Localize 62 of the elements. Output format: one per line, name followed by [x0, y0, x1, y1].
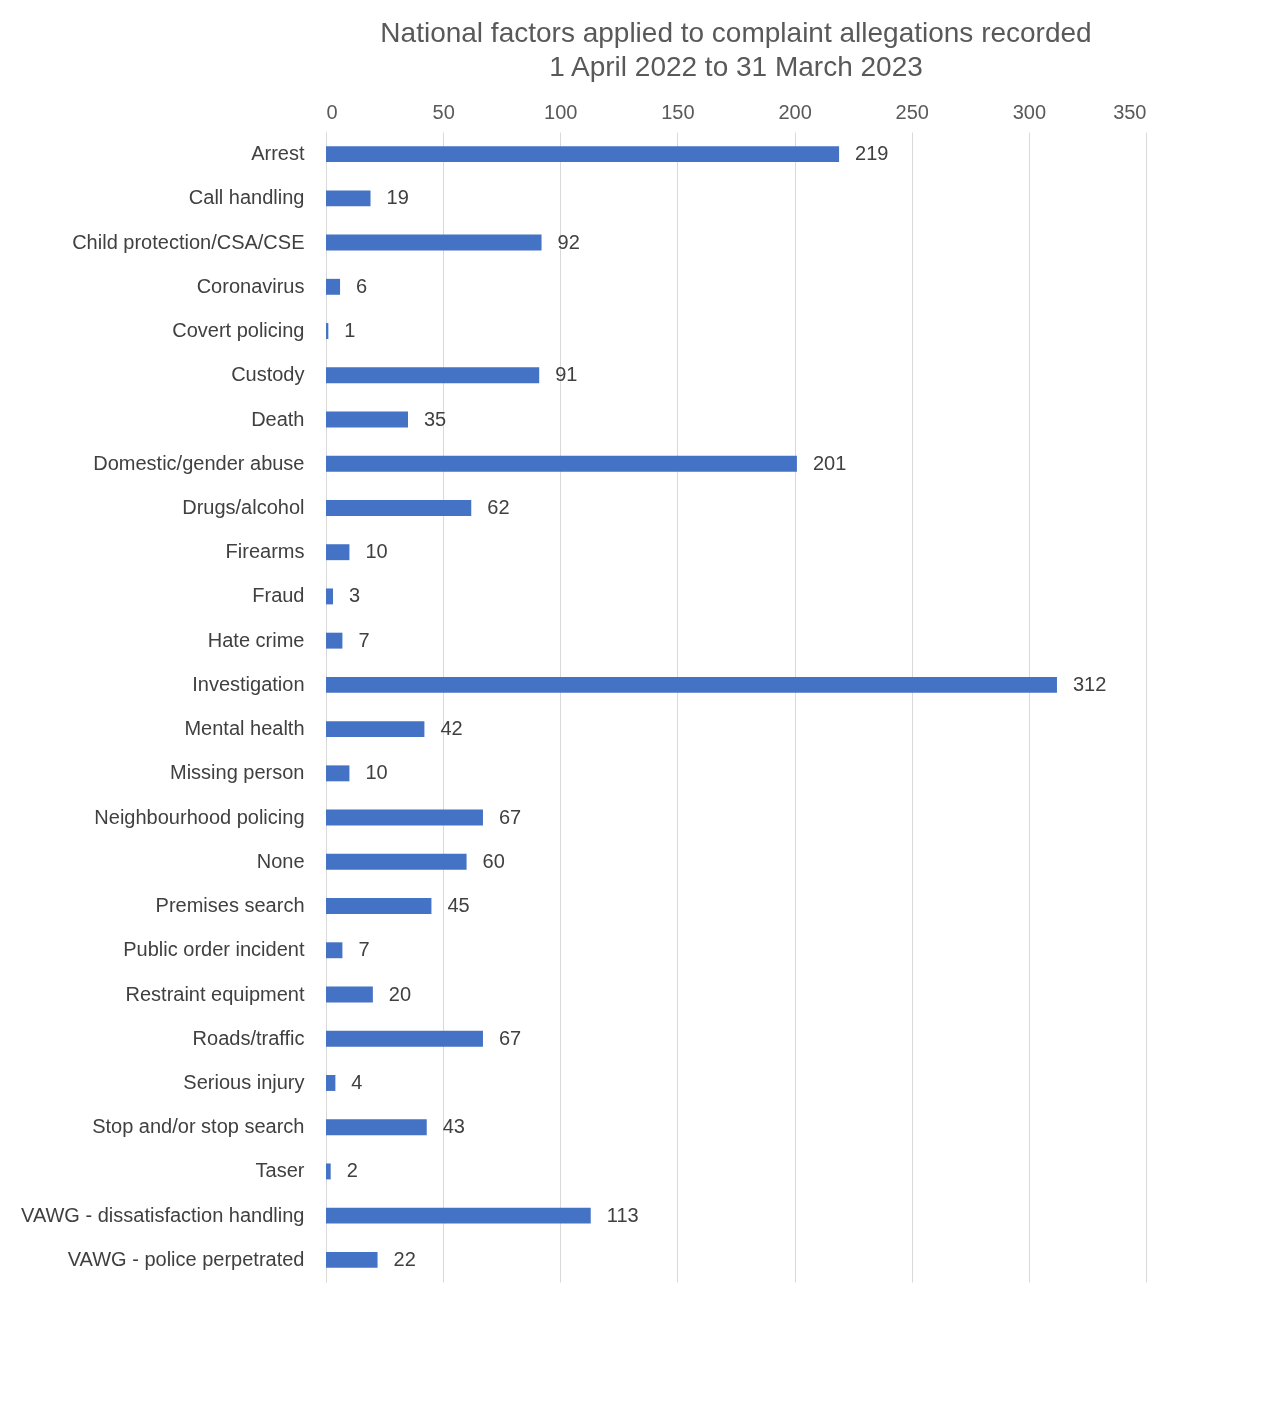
data-label: 4: [351, 1070, 363, 1093]
y-tick-label: Fraud: [252, 584, 305, 607]
data-label: 6: [356, 274, 368, 297]
x-tick-label: 200: [778, 100, 812, 123]
y-tick-label: Missing person: [169, 761, 305, 784]
data-label: 201: [812, 451, 847, 474]
data-label: 7: [358, 938, 370, 961]
y-tick-label: Covert policing: [172, 319, 305, 342]
x-tick-label: 0: [326, 100, 338, 123]
chart-title: National factors applied to complaint allegations recorded: [380, 17, 1092, 48]
data-label: 67: [498, 1026, 522, 1049]
y-tick-label: Arrest: [251, 142, 305, 165]
y-tick-label: Mental health: [184, 717, 305, 740]
data-label: 67: [498, 805, 522, 828]
y-tick-label: Custody: [231, 363, 305, 386]
data-label: 7: [358, 628, 370, 651]
data-label: 10: [365, 761, 388, 784]
x-tick-label: 100: [544, 100, 578, 123]
data-label: 20: [388, 982, 412, 1005]
data-label: 3: [349, 584, 361, 607]
y-tick-label: Hate crime: [207, 628, 305, 651]
x-tick-label: 300: [1012, 100, 1047, 123]
y-tick-label: Public order incident: [123, 938, 305, 961]
data-label: 60: [482, 849, 505, 872]
y-tick-label: Premises search: [155, 894, 305, 917]
y-tick-label: None: [256, 849, 305, 872]
data-label: 312: [1072, 672, 1107, 695]
data-label: 19: [386, 186, 409, 209]
y-tick-label: Taser: [255, 1159, 305, 1182]
data-label: 35: [424, 407, 447, 430]
y-tick-label: Child protection/CSA/CSE: [72, 230, 305, 253]
data-label: 43: [442, 1115, 465, 1138]
data-label: 10: [365, 540, 388, 563]
y-tick-label: Stop and/or stop search: [92, 1115, 305, 1138]
x-tick-label: 50: [432, 100, 455, 123]
data-label: 42: [440, 717, 463, 740]
x-tick-label: 350: [1113, 100, 1147, 123]
data-label: 45: [447, 894, 470, 917]
y-tick-label: Neighbourhood policing: [94, 805, 305, 828]
data-label: 62: [487, 495, 510, 518]
data-label: 219: [855, 142, 889, 165]
data-label: 91: [555, 363, 578, 386]
data-label: 2: [346, 1159, 358, 1182]
y-tick-label: Domestic/gender abuse: [93, 451, 305, 474]
y-tick-label: Call handling: [188, 186, 305, 209]
y-tick-label: Firearms: [225, 540, 305, 563]
data-label: 1: [344, 319, 356, 342]
y-tick-label: Death: [251, 407, 305, 430]
y-tick-label: Restraint equipment: [125, 982, 305, 1005]
data-label: 22: [393, 1247, 416, 1270]
y-tick-label: Serious injury: [183, 1070, 305, 1093]
y-tick-label: VAWG - dissatisfaction handling: [21, 1203, 305, 1226]
data-label: 92: [557, 230, 580, 253]
y-tick-label: Roads/traffic: [192, 1026, 305, 1049]
data-label: 113: [606, 1203, 639, 1226]
chart-subtitle: 1 April 2022 to 31 March 2023: [549, 51, 923, 82]
y-tick-label: Investigation: [192, 672, 305, 695]
y-tick-label: Drugs/alcohol: [182, 495, 305, 518]
x-tick-label: 150: [661, 100, 695, 123]
y-tick-label: Coronavirus: [196, 274, 305, 297]
y-tick-label: VAWG - police perpetrated: [67, 1247, 305, 1270]
x-tick-label: 250: [895, 100, 929, 123]
